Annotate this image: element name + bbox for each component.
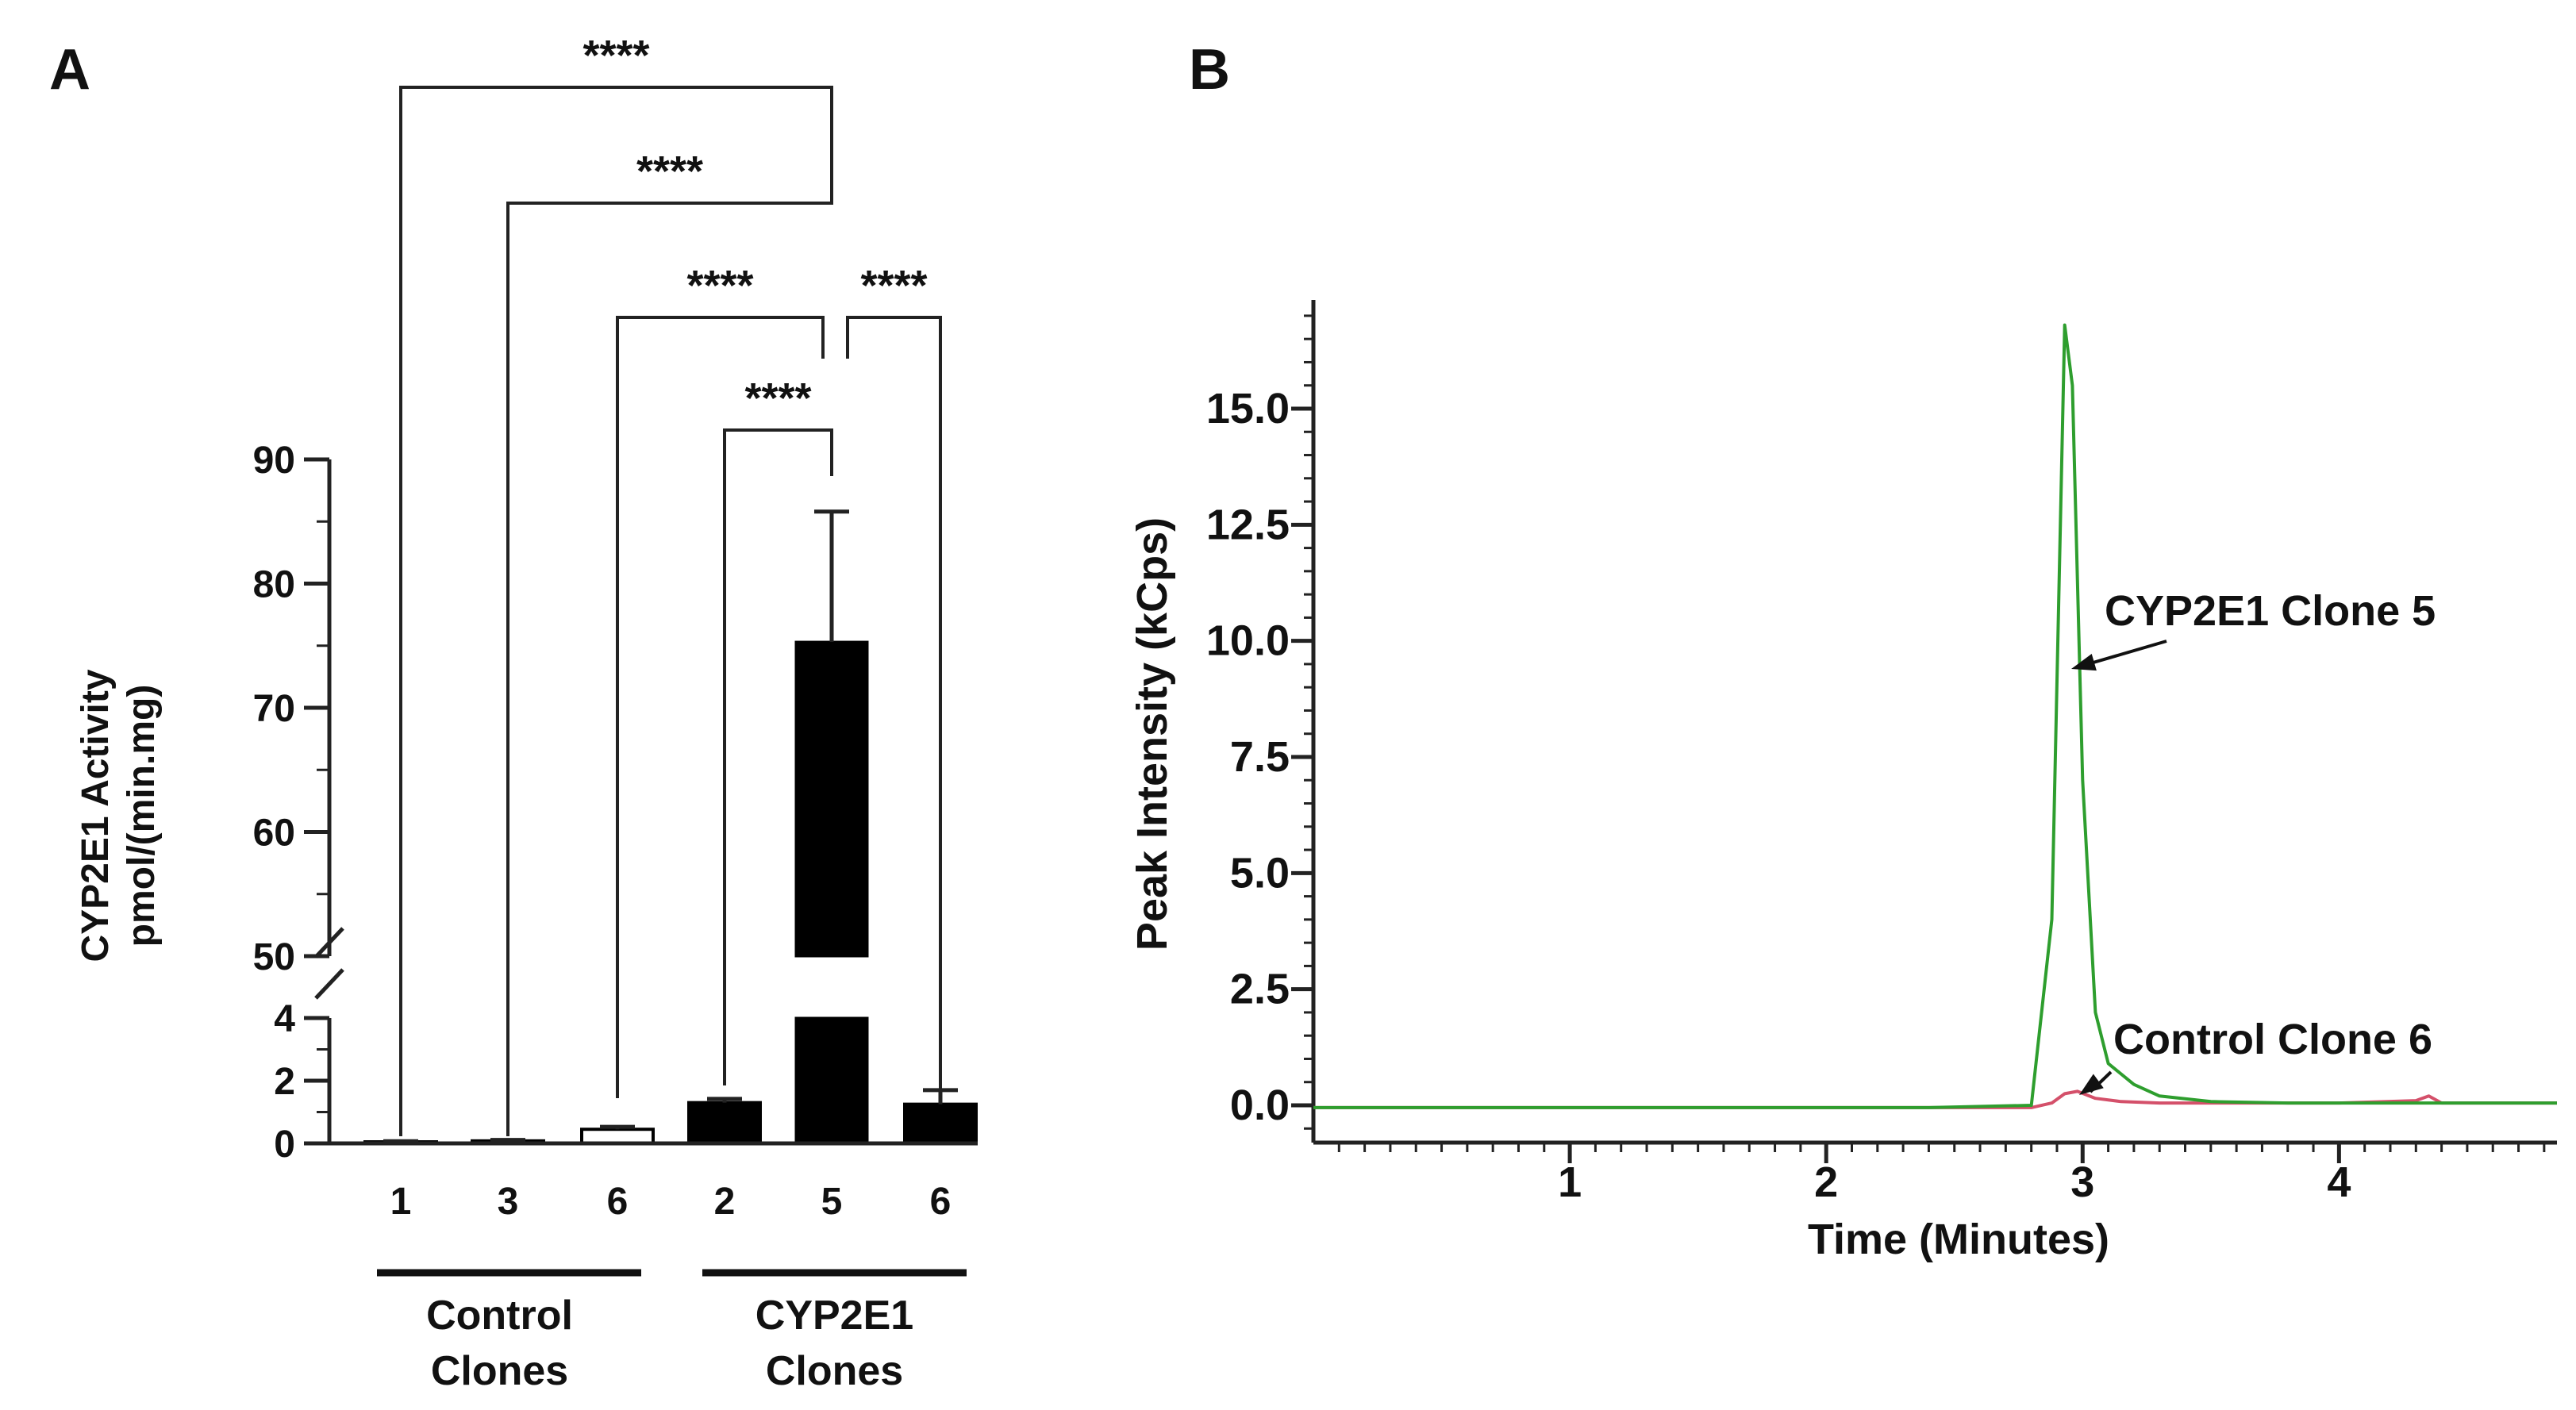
axes: 0.0 2.5 5.0 7.5 10.0 12.5 15.0 1 2 3 4 xyxy=(1206,300,2557,1206)
y-tick-label: 0 xyxy=(274,1124,295,1166)
group-label-line2: Clones xyxy=(766,1348,903,1394)
axis-break-mark xyxy=(314,968,344,1000)
significance-stars: **** xyxy=(636,148,703,195)
bar xyxy=(903,1102,978,1145)
significance-bracket xyxy=(846,316,942,1089)
y-tick-label: 7.5 xyxy=(1230,733,1290,781)
significance-stars: **** xyxy=(744,375,811,422)
x-tick-label: 3 xyxy=(2070,1158,2094,1206)
x-axis-title: Time (Minutes) xyxy=(1808,1216,2109,1263)
group-label-line2: Clones xyxy=(431,1348,568,1394)
y-tick-label: 70 xyxy=(253,688,295,730)
significance-bracket xyxy=(506,159,833,1136)
panel-a-letter: A xyxy=(49,38,90,102)
group-labels: Control Clones CYP2E1 Clones xyxy=(377,1269,967,1394)
y-axis-title: Peak Intensity (kCps) xyxy=(1128,517,1176,951)
panel-a: A **** **** **** **** **** 0 2 4 50 60 70 80 90 1 3 6… xyxy=(49,32,978,1394)
series-line xyxy=(1313,1089,2557,1109)
axis-break-mark xyxy=(314,927,344,959)
x-tick-label: 3 xyxy=(498,1181,519,1223)
x-tick-label: 2 xyxy=(714,1181,736,1223)
annotation-label: Control Clone 6 xyxy=(2113,1016,2432,1063)
significance-bracket xyxy=(616,316,825,1098)
significance-stars: **** xyxy=(686,262,753,309)
y-axis-title-line2: pmol/(min.mg) xyxy=(121,685,163,947)
y-tick-label: 15.0 xyxy=(1206,385,1290,432)
bar xyxy=(794,640,869,958)
annotation-arrowhead xyxy=(2071,654,2097,671)
y-tick-label: 90 xyxy=(253,440,295,482)
x-tick-label: 1 xyxy=(1558,1158,1582,1206)
bar xyxy=(687,1101,762,1146)
significance-bracket xyxy=(723,428,833,1085)
peak-annotations: CYP2E1 Clone 5 Control Clone 6 xyxy=(2071,587,2436,1095)
y-tick-label: 80 xyxy=(253,564,295,606)
significance-stars: **** xyxy=(582,32,649,79)
group-label-line1: Control xyxy=(426,1293,573,1339)
y-tick-label: 5.0 xyxy=(1230,849,1290,897)
x-tick-label: 4 xyxy=(2327,1158,2351,1206)
y-tick-label: 2.5 xyxy=(1230,966,1290,1013)
y-tick-label: 2 xyxy=(274,1061,295,1103)
annotation-arrowhead xyxy=(2079,1074,2104,1095)
x-tick-label: 5 xyxy=(821,1181,843,1223)
x-tick-label: 6 xyxy=(607,1181,629,1223)
series-line xyxy=(1313,323,2557,1109)
y-tick-label: 0.0 xyxy=(1230,1082,1290,1129)
y-tick-label: 60 xyxy=(253,813,295,855)
significance-brackets: **** **** **** **** **** xyxy=(399,32,942,1136)
y-axis-title-line1: CYP2E1 Activity xyxy=(75,669,117,962)
annotation-label: CYP2E1 Clone 5 xyxy=(2105,587,2436,635)
panel-b-letter: B xyxy=(1189,38,1230,102)
y-tick-label: 4 xyxy=(274,998,295,1040)
panel-b: B 0.0 2.5 5.0 7.5 10.0 12.5 15.0 1 2 3 4 CYP2E1 Cl… xyxy=(1128,38,2557,1263)
group-label-line1: CYP2E1 xyxy=(755,1293,913,1339)
y-tick-label: 10.0 xyxy=(1206,617,1290,665)
significance-stars: **** xyxy=(860,262,927,309)
chromatogram-lines xyxy=(1313,323,2557,1109)
bar xyxy=(794,1016,869,1145)
x-tick-label: 1 xyxy=(390,1181,412,1223)
x-tick-labels: 1 3 6 2 5 6 xyxy=(390,1181,952,1223)
significance-bracket xyxy=(399,86,833,1136)
y-axis: 0 2 4 50 60 70 80 90 xyxy=(253,440,978,1166)
annotation-arrow xyxy=(2082,640,2167,667)
bar-series xyxy=(363,509,978,1146)
x-tick-label: 6 xyxy=(930,1181,952,1223)
y-tick-label: 12.5 xyxy=(1206,501,1290,548)
bar xyxy=(580,1128,655,1145)
y-tick-label: 50 xyxy=(253,936,295,978)
x-tick-label: 2 xyxy=(1814,1158,1838,1206)
